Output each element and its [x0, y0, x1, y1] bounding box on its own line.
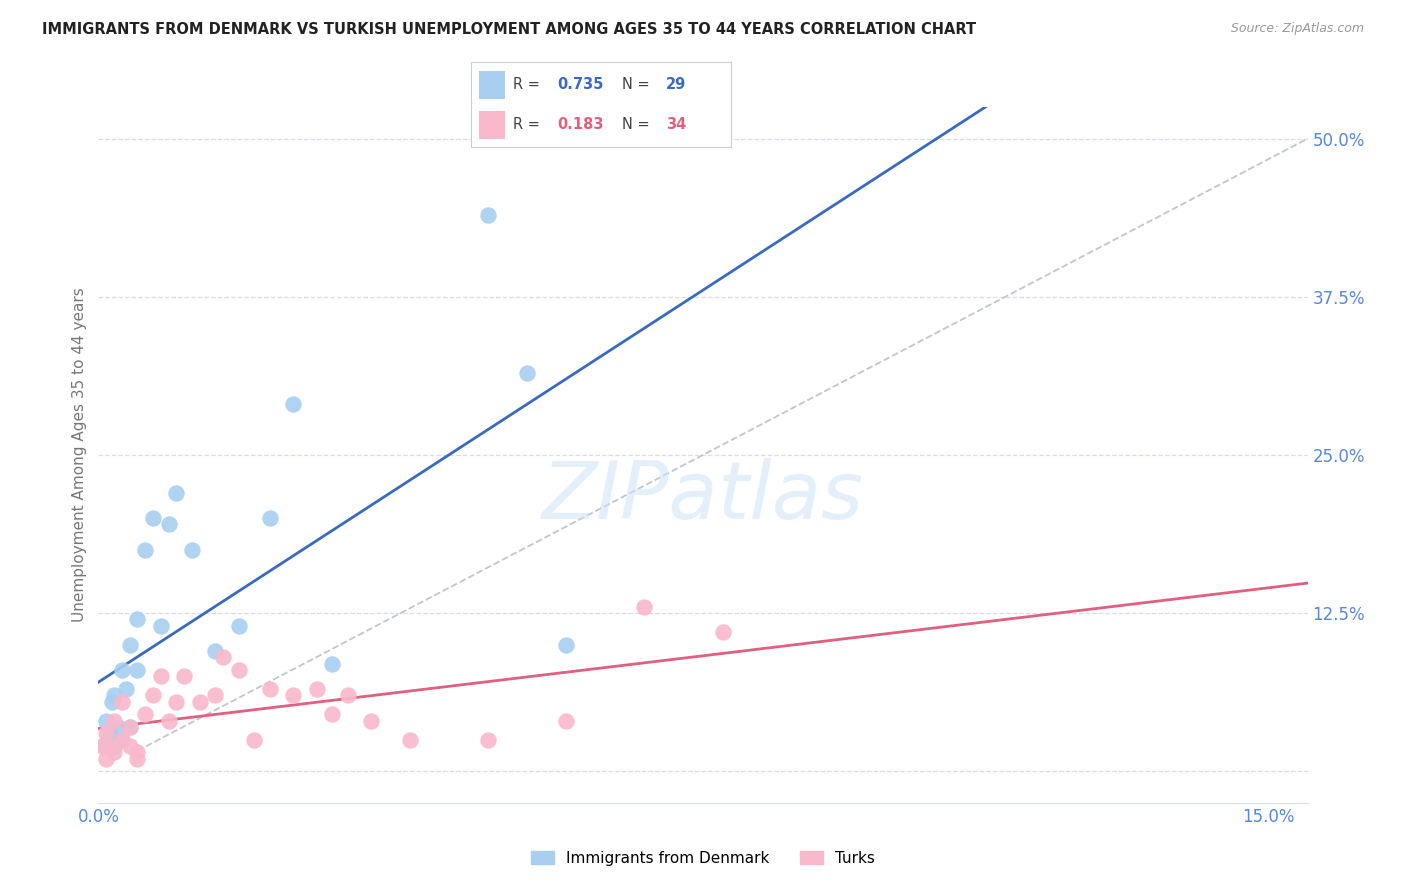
Point [127, 745, 149, 759]
Point [165, 695, 187, 709]
Point [337, 688, 360, 702]
Point [111, 695, 134, 709]
Point [259, 511, 281, 525]
Point [165, 486, 187, 500]
Point [149, 618, 172, 632]
Point [98, 739, 121, 753]
Point [111, 663, 134, 677]
Point [103, 745, 125, 759]
Point [633, 599, 655, 614]
Text: R =: R = [513, 78, 544, 93]
Bar [479, 111, 505, 139]
Y-axis label: Unemployment Among Ages 35 to 44 years: Unemployment Among Ages 35 to 44 years [72, 287, 87, 623]
Text: IMMIGRANTS FROM DENMARK VS TURKISH UNEMPLOYMENT AMONG AGES 35 TO 44 YEARS CORREL: IMMIGRANTS FROM DENMARK VS TURKISH UNEMP… [42, 22, 976, 37]
Point [142, 511, 165, 525]
Point [101, 695, 124, 709]
Point [555, 638, 578, 652]
Point [103, 714, 125, 728]
Text: 29: 29 [666, 78, 686, 93]
Point [157, 517, 180, 532]
Point [228, 663, 250, 677]
Text: N =: N = [621, 78, 654, 93]
Point [204, 644, 226, 658]
Point [98, 726, 121, 740]
Text: Source: ZipAtlas.com: Source: ZipAtlas.com [1230, 22, 1364, 36]
Point [283, 397, 305, 411]
Point [173, 669, 195, 683]
Point [181, 542, 204, 557]
Text: 0.183: 0.183 [557, 117, 603, 132]
Point [96, 714, 118, 728]
Text: ZIPatlas: ZIPatlas [541, 458, 865, 536]
Point [321, 707, 343, 722]
Point [149, 669, 172, 683]
Point [321, 657, 343, 671]
Point [477, 732, 499, 747]
Point [127, 663, 149, 677]
Point [107, 720, 129, 734]
Point [93, 739, 115, 753]
Point [118, 720, 141, 734]
Point [228, 618, 250, 632]
Point [157, 714, 180, 728]
Point [204, 688, 226, 702]
Point [114, 681, 136, 696]
Point [516, 366, 538, 380]
Text: 34: 34 [666, 117, 686, 132]
Point [118, 638, 141, 652]
Point [477, 208, 499, 222]
Point [142, 688, 165, 702]
Point [127, 612, 149, 626]
Point [97, 732, 120, 747]
Point [111, 732, 134, 747]
Point [243, 732, 266, 747]
Text: 0.735: 0.735 [557, 78, 603, 93]
Point [127, 751, 149, 765]
Point [103, 739, 125, 753]
Legend: Immigrants from Denmark, Turks: Immigrants from Denmark, Turks [524, 845, 882, 871]
Point [555, 714, 578, 728]
Point [711, 625, 734, 640]
Point [96, 751, 118, 765]
Text: R =: R = [513, 117, 544, 132]
Point [134, 707, 156, 722]
Point [360, 714, 382, 728]
Point [212, 650, 235, 665]
Point [259, 681, 281, 696]
Point [283, 688, 305, 702]
Point [96, 726, 118, 740]
Point [305, 681, 328, 696]
Point [188, 695, 211, 709]
Point [118, 720, 141, 734]
Point [118, 739, 141, 753]
Bar [479, 71, 505, 99]
Point [399, 732, 422, 747]
Text: N =: N = [621, 117, 654, 132]
Point [134, 542, 156, 557]
Point [103, 688, 125, 702]
Point [91, 739, 114, 753]
Point [111, 732, 134, 747]
